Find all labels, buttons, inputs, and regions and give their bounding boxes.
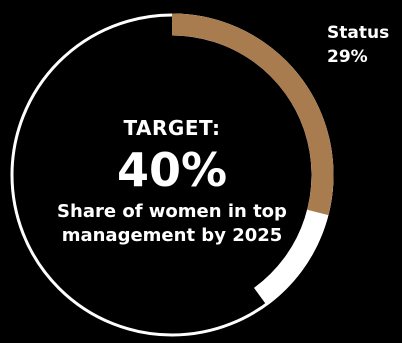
status-label: Status <box>327 23 390 43</box>
status-value: 29% <box>327 47 368 67</box>
target-label: TARGET: <box>123 116 221 140</box>
target-description: Share of women in top management by 2025 <box>57 201 287 246</box>
target-value: 40% <box>116 143 228 197</box>
status-arc <box>171 13 334 216</box>
